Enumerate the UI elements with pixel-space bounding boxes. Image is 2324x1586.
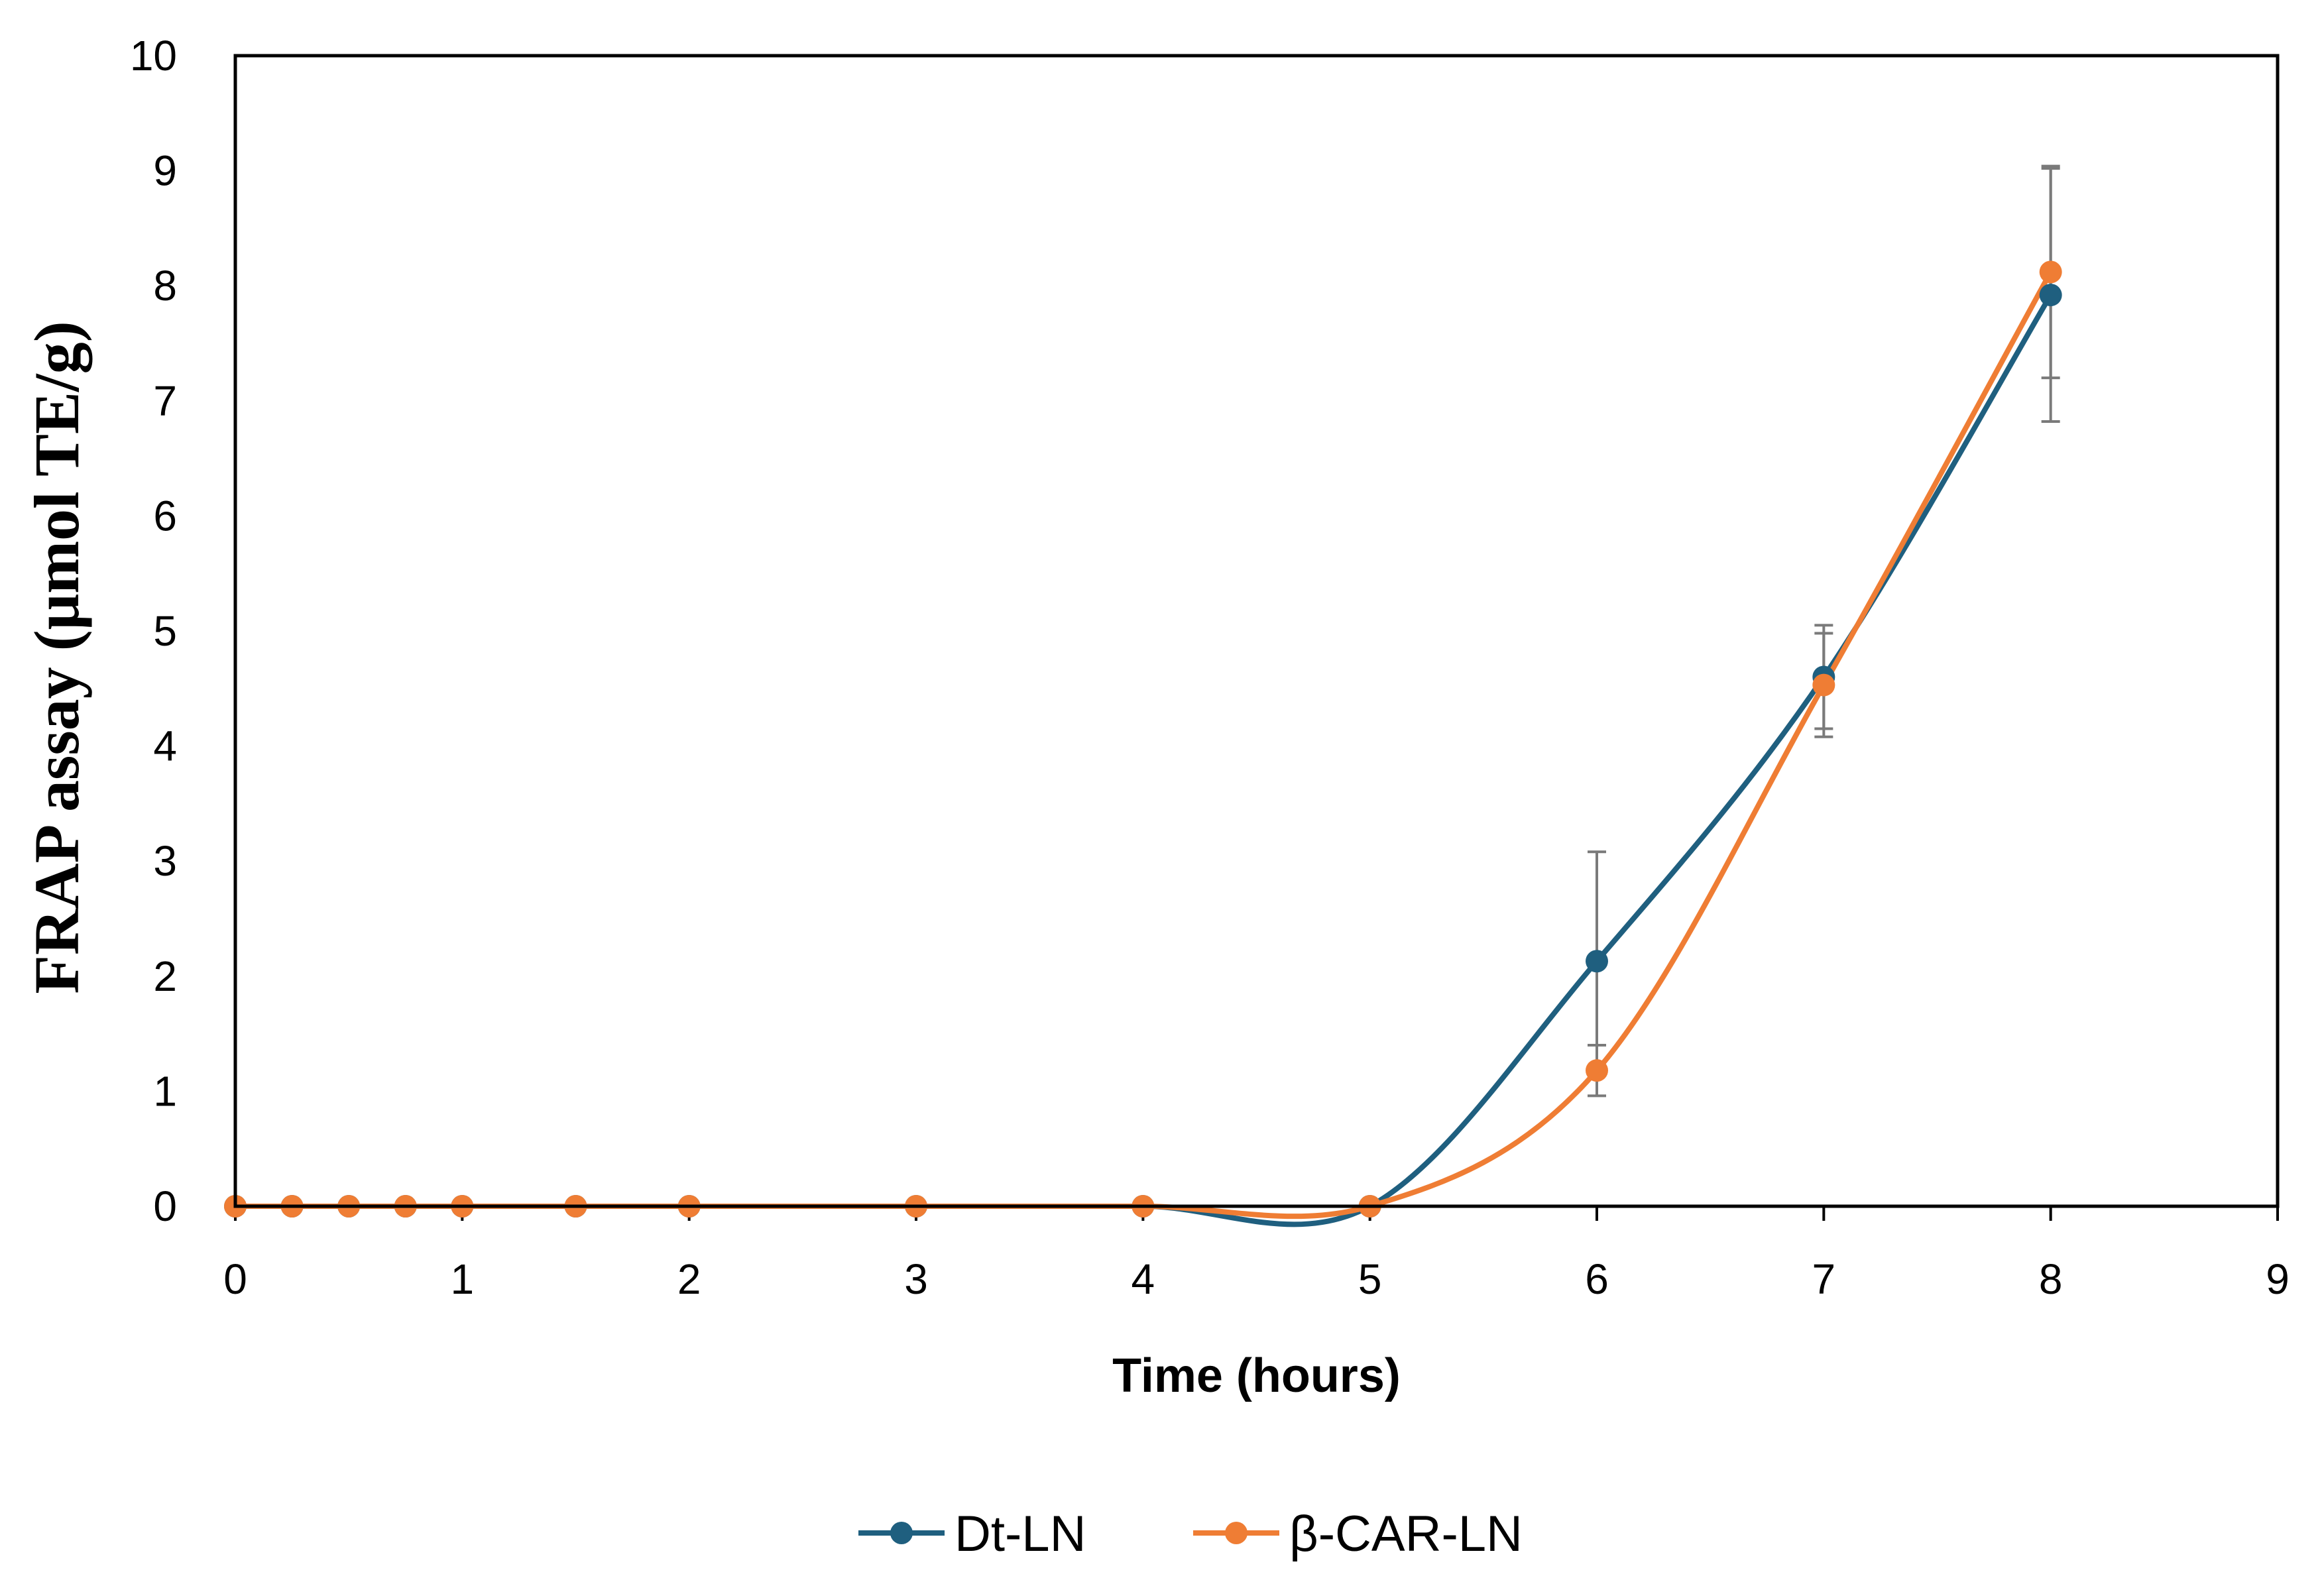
x-tick-labels: 0 1 2 3 4 5 6 7 8 9 bbox=[223, 1255, 2290, 1303]
x-tick-label: 9 bbox=[2266, 1255, 2290, 1303]
y-tick-label: 0 bbox=[153, 1182, 177, 1230]
y-tick-label: 3 bbox=[153, 837, 177, 885]
x-tick-label: 0 bbox=[223, 1255, 247, 1303]
series-1-point bbox=[1586, 950, 1608, 973]
error-bars bbox=[1588, 164, 2060, 1098]
series-2-point bbox=[1812, 673, 1835, 697]
y-tick-label: 2 bbox=[153, 952, 177, 1000]
x-tick-label: 3 bbox=[904, 1255, 928, 1303]
series-2-point bbox=[2039, 260, 2062, 284]
y-tick-label: 6 bbox=[153, 492, 177, 539]
series-lines bbox=[233, 269, 2054, 1227]
y-tick-label: 10 bbox=[130, 32, 177, 80]
x-tick-label: 6 bbox=[1585, 1255, 1609, 1303]
x-tick-label: 7 bbox=[1812, 1255, 1836, 1303]
y-tick-labels: 0 1 2 3 4 5 6 7 8 9 10 bbox=[130, 32, 177, 1230]
legend: Dt-LN β-CAR-LN bbox=[858, 1506, 1523, 1562]
x-axis-title: Time (hours) bbox=[1112, 1349, 1401, 1402]
series-1-line bbox=[233, 292, 2054, 1227]
y-tick-label: 8 bbox=[153, 262, 177, 310]
legend-swatch-marker bbox=[890, 1522, 913, 1544]
x-tick-label: 5 bbox=[1358, 1255, 1382, 1303]
y-tick-label: 4 bbox=[153, 722, 177, 770]
plot-area-frame bbox=[233, 54, 2280, 1208]
y-tick-label: 7 bbox=[153, 377, 177, 425]
x-tick-label: 4 bbox=[1132, 1255, 1155, 1303]
legend-item: Dt-LN bbox=[858, 1506, 1086, 1562]
y-tick-label: 9 bbox=[153, 147, 177, 195]
x-tick-label: 1 bbox=[451, 1255, 475, 1303]
x-tick-label: 8 bbox=[2039, 1255, 2063, 1303]
x-tick-label: 2 bbox=[677, 1255, 701, 1303]
y-axis-title: FRAP assay (μmol TE/g) bbox=[21, 321, 92, 993]
legend-swatch-marker bbox=[1225, 1522, 1248, 1544]
series-1-point bbox=[2039, 284, 2062, 307]
series-2-point bbox=[1586, 1059, 1608, 1082]
legend-item: β-CAR-LN bbox=[1193, 1506, 1523, 1562]
legend-label: Dt-LN bbox=[955, 1506, 1086, 1562]
legend-label: β-CAR-LN bbox=[1289, 1506, 1523, 1562]
y-tick-label: 5 bbox=[153, 607, 177, 655]
series-points bbox=[224, 260, 2062, 1218]
y-tick-label: 1 bbox=[153, 1067, 177, 1115]
